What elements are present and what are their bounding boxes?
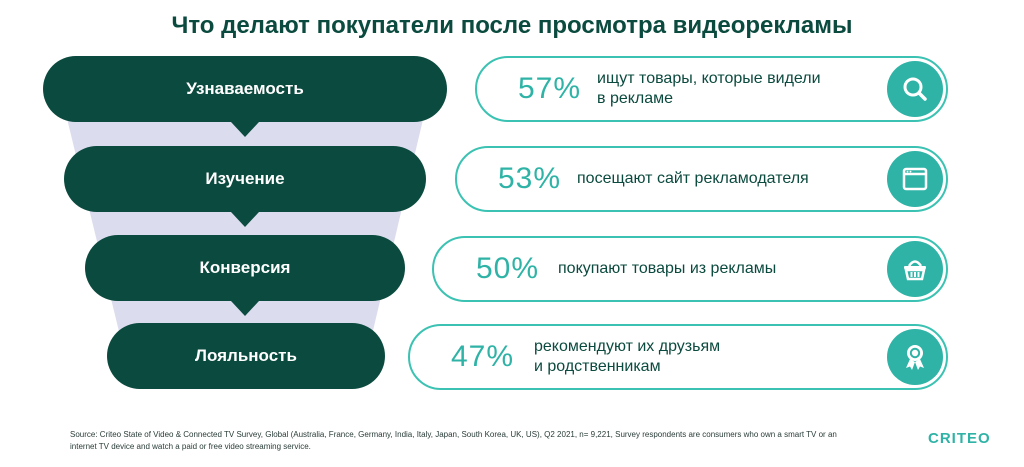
stat-percent: 47% — [451, 340, 515, 373]
stat-description: посещают сайт рекламодателя — [577, 148, 809, 210]
stat-description-line: рекомендуют их друзьям — [534, 338, 721, 355]
funnel-stage-consideration: Изучение — [64, 146, 426, 212]
stat-description: ищут товары, которые видели в рекламе — [597, 58, 821, 120]
award-ribbon-icon — [887, 329, 943, 385]
funnel-stage-awareness: Узнаваемость — [43, 56, 447, 122]
page-title: Что делают покупатели после просмотра ви… — [171, 12, 853, 39]
stat-description-line: в рекламе — [597, 90, 674, 107]
funnel-stage-conversion: Конверсия — [85, 235, 405, 301]
stat-description-line: и родственникам — [534, 358, 661, 375]
funnel-arrow-2 — [231, 212, 259, 227]
stat-description-line: покупают товары из рекламы — [558, 260, 777, 277]
stat-description: рекомендуют их друзьям и родственникам — [534, 326, 720, 388]
stat-percent: 53% — [498, 162, 562, 195]
funnel-stage-loyalty: Лояльность — [107, 323, 385, 389]
stat-description-line: посещают сайт рекламодателя — [577, 170, 809, 187]
shopping-basket-icon — [887, 241, 943, 297]
stat-card-loyalty: 47% рекомендуют их друзьям и родственник… — [408, 324, 948, 390]
search-icon — [887, 61, 943, 117]
stat-card-conversion: 50% покупают товары из рекламы — [432, 236, 948, 302]
stat-card-consideration: 53% посещают сайт рекламодателя — [455, 146, 948, 212]
browser-window-icon — [887, 151, 943, 207]
criteo-logo: CRITEO — [928, 430, 991, 447]
source-note: Source: Criteo State of Video & Connecte… — [70, 429, 870, 453]
stat-percent: 57% — [518, 72, 582, 105]
stat-description: покупают товары из рекламы — [558, 238, 776, 300]
source-note-line: Source: Criteo State of Video & Connecte… — [70, 430, 837, 439]
stat-description-line: ищут товары, которые видели — [597, 70, 821, 87]
source-note-line: internet TV device and watch a paid or f… — [70, 442, 311, 451]
funnel-arrow-1 — [231, 122, 259, 137]
stat-card-awareness: 57% ищут товары, которые видели в реклам… — [475, 56, 948, 122]
stat-percent: 50% — [476, 252, 540, 285]
funnel-arrow-3 — [231, 301, 259, 316]
